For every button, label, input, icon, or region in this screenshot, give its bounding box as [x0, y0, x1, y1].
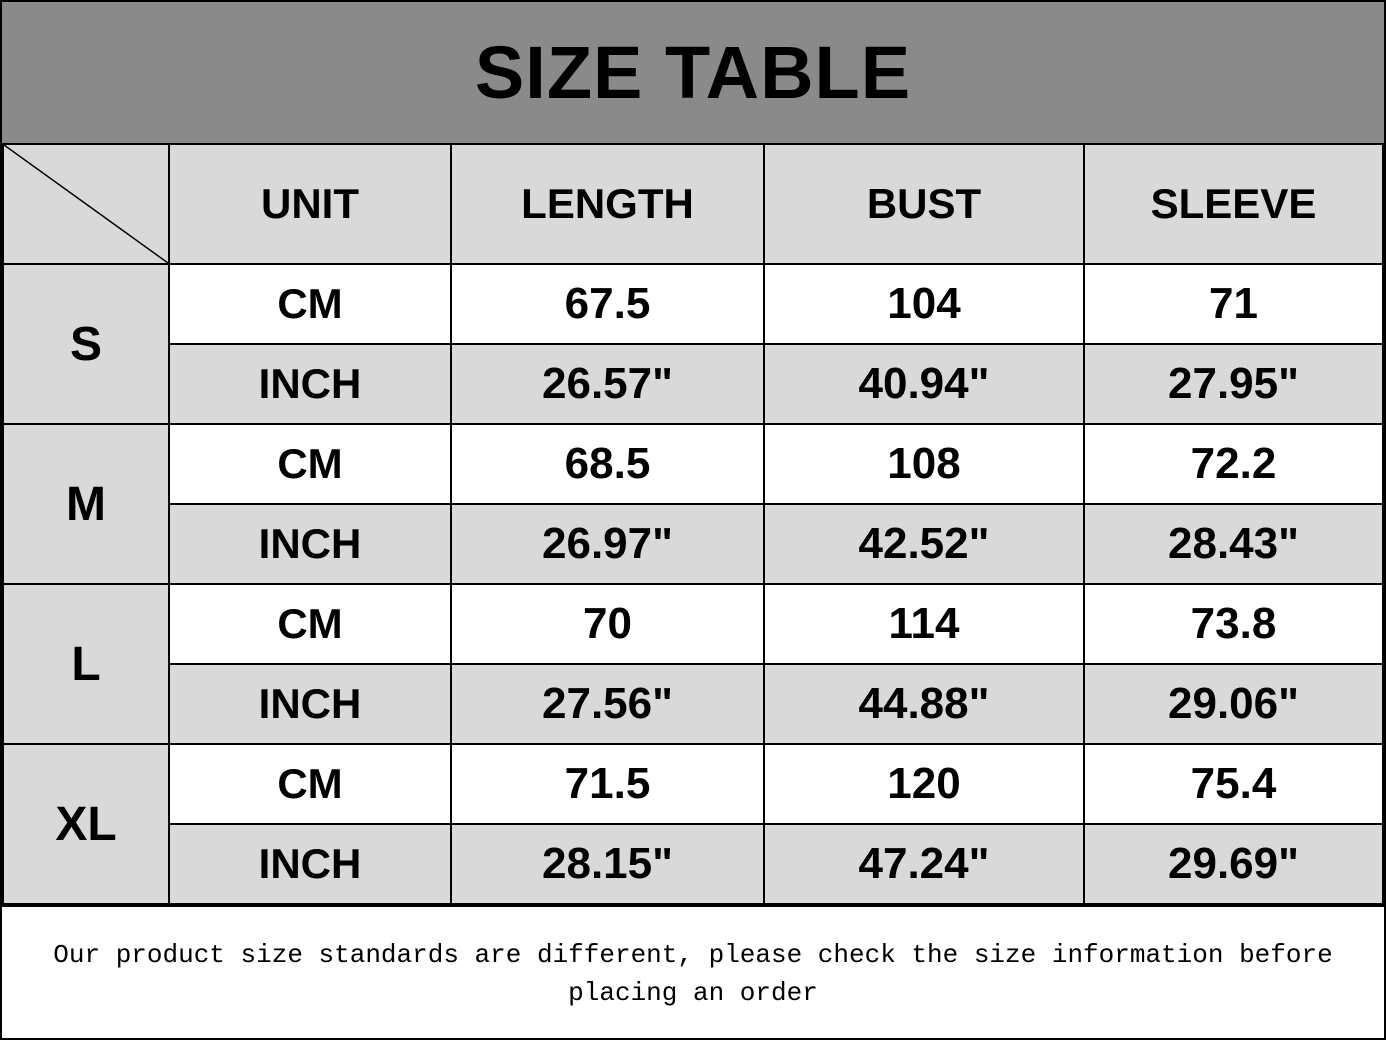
page-title: SIZE TABLE — [474, 31, 912, 114]
table-row-m-inch: INCH 26.97" 42.52" 28.43" — [3, 503, 1384, 585]
column-header-unit: UNIT — [168, 143, 452, 265]
value-cell-sleeve: 28.43" — [1083, 503, 1384, 585]
title-banner: SIZE TABLE — [2, 2, 1384, 143]
size-table: UNIT LENGTH BUST SLEEVE S CM 67.5 104 71… — [2, 143, 1384, 905]
value-cell-bust: 114 — [763, 583, 1085, 665]
size-label-s: S — [2, 263, 170, 425]
value-cell-length: 28.15" — [450, 823, 765, 905]
table-row-s-inch: INCH 26.57" 40.94" 27.95" — [3, 343, 1384, 425]
table-row-m-cm: M CM 68.5 108 72.2 — [2, 423, 1384, 585]
value-cell-sleeve: 71 — [1083, 263, 1384, 345]
value-cell-length: 26.57" — [450, 343, 765, 425]
table-row-s-cm: S CM 67.5 104 71 — [2, 263, 1384, 425]
value-cell-length: 68.5 — [450, 423, 765, 505]
value-cell-bust: 104 — [763, 263, 1085, 345]
size-label-m: M — [2, 423, 170, 585]
value-cell-length: 26.97" — [450, 503, 765, 585]
unit-cell: CM — [168, 743, 452, 825]
value-cell-sleeve: 73.8 — [1083, 583, 1384, 665]
value-cell-length: 27.56" — [450, 663, 765, 745]
column-header-length: LENGTH — [450, 143, 765, 265]
size-label-l: L — [2, 583, 170, 745]
value-cell-length: 67.5 — [450, 263, 765, 345]
unit-cell: CM — [168, 263, 452, 345]
value-cell-length: 70 — [450, 583, 765, 665]
value-cell-bust: 108 — [763, 423, 1085, 505]
unit-cell: INCH — [168, 823, 452, 905]
size-disclaimer-box: Our product size standards are different… — [2, 905, 1384, 1038]
size-disclaimer-text: Our product size standards are different… — [53, 939, 1333, 1008]
column-header-sleeve: SLEEVE — [1083, 143, 1384, 265]
value-cell-bust: 44.88" — [763, 663, 1085, 745]
value-cell-bust: 42.52" — [763, 503, 1085, 585]
table-row-l-inch: INCH 27.56" 44.88" 29.06" — [3, 663, 1384, 745]
column-header-bust: BUST — [763, 143, 1085, 265]
value-cell-bust: 120 — [763, 743, 1085, 825]
unit-cell: CM — [168, 583, 452, 665]
header-row: UNIT LENGTH BUST SLEEVE — [2, 143, 1384, 265]
table-row-xl-cm: XL CM 71.5 120 75.4 — [2, 743, 1384, 905]
value-cell-bust: 47.24" — [763, 823, 1085, 905]
value-cell-sleeve: 29.06" — [1083, 663, 1384, 745]
corner-cell — [2, 143, 170, 265]
value-cell-sleeve: 27.95" — [1083, 343, 1384, 425]
unit-cell: INCH — [168, 343, 452, 425]
size-label-xl: XL — [2, 743, 170, 905]
unit-cell: INCH — [168, 503, 452, 585]
table-row-l-cm: L CM 70 114 73.8 — [2, 583, 1384, 745]
value-cell-sleeve: 75.4 — [1083, 743, 1384, 825]
value-cell-bust: 40.94" — [763, 343, 1085, 425]
unit-cell: CM — [168, 423, 452, 505]
diagonal-line-icon — [4, 145, 168, 263]
value-cell-sleeve: 72.2 — [1083, 423, 1384, 505]
value-cell-length: 71.5 — [450, 743, 765, 825]
value-cell-sleeve: 29.69" — [1083, 823, 1384, 905]
unit-cell: INCH — [168, 663, 452, 745]
table-row-xl-inch: INCH 28.15" 47.24" 29.69" — [3, 823, 1384, 905]
